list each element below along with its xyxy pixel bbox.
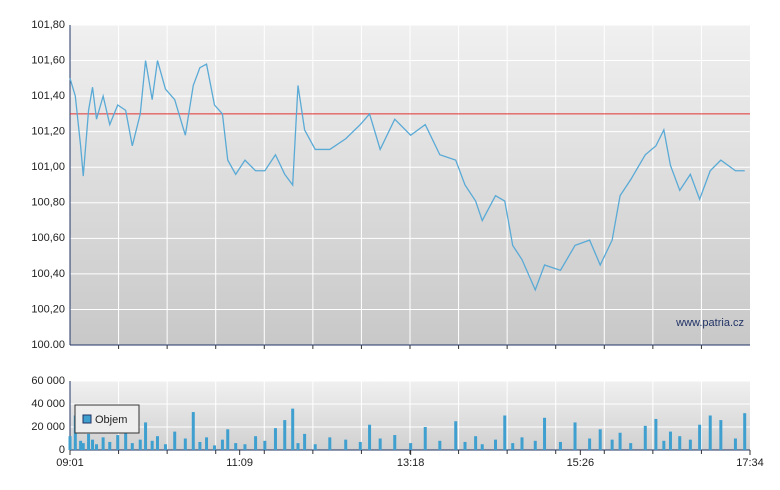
volume-bar [688, 439, 692, 450]
volume-bar [454, 421, 458, 450]
y-tick-label: 0 [59, 444, 65, 456]
legend-swatch [82, 414, 92, 424]
y-tick-label: 40 000 [31, 398, 65, 410]
y-tick-label: 101,80 [31, 19, 65, 31]
volume-bar [409, 443, 413, 450]
volume-bar [138, 439, 142, 450]
y-tick-label: 100,40 [31, 268, 65, 280]
y-tick-label: 100,20 [31, 303, 65, 315]
y-tick-label: 20 000 [31, 421, 65, 433]
volume-bar [493, 439, 497, 450]
price-line [69, 60, 745, 292]
y-tick-label: 100,80 [31, 197, 65, 209]
volume-bar [220, 439, 224, 450]
volume-bar [87, 433, 91, 450]
volume-bar [588, 438, 592, 450]
volume-bar [191, 412, 195, 450]
volume-bar [668, 431, 672, 450]
volume-bar [654, 418, 658, 450]
volume-bar [234, 443, 238, 450]
x-tick-label: 17:34 [736, 457, 764, 469]
volume-bar [198, 441, 202, 450]
volume-bar [328, 437, 332, 450]
volume-bar [291, 408, 295, 450]
volume-bar [296, 443, 300, 450]
volume-bar [533, 440, 537, 450]
volume-bar [610, 439, 614, 450]
y-tick-label: 101,60 [31, 54, 65, 66]
volume-bar [543, 417, 547, 450]
volume-bar [393, 435, 397, 450]
volume-bar [708, 415, 712, 450]
volume-bar [344, 439, 348, 450]
volume-bar [733, 438, 737, 450]
volume-bar [358, 441, 362, 450]
volume-bar [678, 436, 682, 450]
volume-bar [573, 422, 577, 450]
y-tick-label: 100,60 [31, 232, 65, 244]
volume-bar [68, 436, 72, 450]
volume-bar [108, 441, 112, 450]
y-tick-label: 101,40 [31, 90, 65, 102]
x-tick-label: 13:18 [397, 457, 425, 469]
volume-bar [618, 432, 622, 450]
volume-bar [598, 429, 602, 450]
volume-bar [226, 429, 230, 450]
volume-bar [511, 443, 515, 450]
volume-bar [303, 433, 307, 450]
volume-bar [101, 437, 105, 450]
legend-label: Objem [95, 414, 127, 426]
volume-bar [91, 439, 95, 450]
volume-bar [263, 440, 267, 450]
volume-bar [698, 424, 702, 450]
volume-bar [212, 445, 216, 450]
y-tick-label: 60 000 [31, 375, 65, 387]
volume-bar [480, 444, 484, 450]
volume-bar [173, 431, 177, 450]
watermark: www.patria.cz [675, 317, 744, 329]
volume-bar [558, 441, 562, 450]
volume-bar [130, 443, 134, 450]
volume-bar [254, 436, 258, 450]
volume-bar [474, 436, 478, 450]
volume-bar [283, 420, 287, 450]
volume-bar [313, 444, 317, 450]
volume-bar [163, 444, 167, 450]
volume-bar [463, 441, 467, 450]
y-tick-label: 100.00 [31, 339, 65, 351]
volume-bar [183, 438, 187, 450]
volume-bar [662, 440, 666, 450]
volume-bar [438, 440, 442, 450]
volume-bar [423, 427, 427, 450]
volume-bar [368, 424, 372, 450]
volume-bar [124, 427, 128, 450]
x-tick-label: 09:01 [56, 457, 84, 469]
x-tick-label: 15:26 [567, 457, 595, 469]
volume-bar [520, 437, 524, 450]
volume-bar [503, 415, 507, 450]
volume-bar [743, 413, 747, 450]
volume-bar [378, 438, 382, 450]
volume-bar [155, 436, 159, 450]
volume-bar [643, 425, 647, 450]
volume-bar [95, 444, 99, 450]
volume-bar [150, 440, 154, 450]
volume-bar [205, 437, 209, 450]
y-tick-label: 101,00 [31, 161, 65, 173]
volume-bar [79, 440, 83, 450]
volume-bar [144, 422, 148, 450]
volume-bar [243, 444, 247, 450]
volume-bar [116, 435, 120, 450]
volume-bar [273, 428, 277, 450]
volume-bar [629, 443, 633, 450]
volume-bar [719, 420, 723, 450]
x-tick-label: 11:09 [226, 457, 253, 469]
y-tick-label: 101,20 [31, 126, 65, 138]
volume-bar [81, 443, 85, 450]
